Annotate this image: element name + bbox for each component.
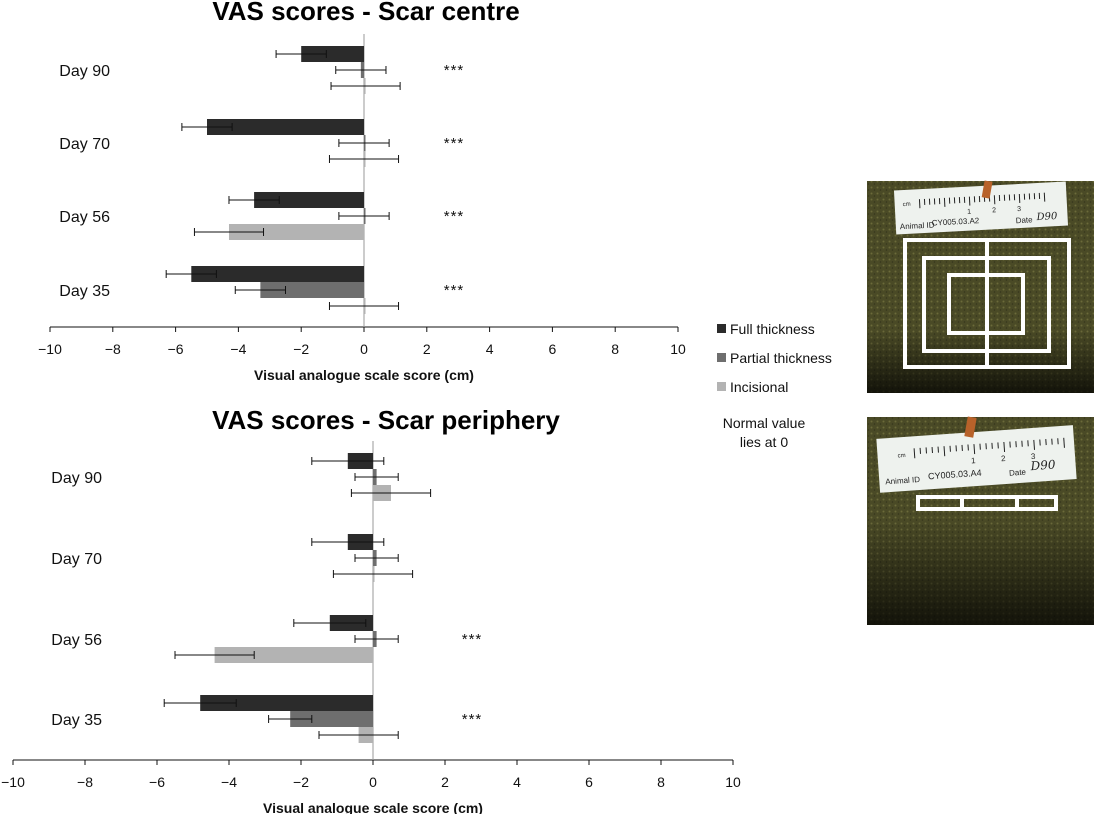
bar-partial-thickness-day-35	[290, 711, 373, 727]
ruler-number-3: 3	[1017, 206, 1021, 213]
measurement-strip	[916, 495, 1058, 511]
animal-id-value: CY005.03.A2	[931, 216, 980, 228]
bar-full-thickness-day-35	[200, 695, 373, 711]
significance-marker-day-35: ***	[462, 711, 483, 728]
category-label-day-56: Day 56	[51, 632, 102, 649]
photo-scar-centre: cm 1 2 3 Animal ID CY005.03.A2 Date D90	[867, 180, 1094, 393]
x-tick-label: 6	[549, 341, 557, 357]
x-tick-label: 0	[360, 341, 368, 357]
x-tick-label: 2	[423, 341, 431, 357]
photo-scar-periphery: cm 1 2 3 Animal ID CY005.03.A4 Date D90	[867, 416, 1094, 625]
x-tick-label: 2	[441, 774, 449, 790]
ruler-number-2: 2	[1001, 454, 1007, 463]
date-label: Date	[1015, 215, 1033, 225]
x-tick-label: 0	[369, 774, 377, 790]
chart-scar-periphery: VAS scores - Scar periphery −10 −8 −6 −4 −2 0 2…	[1, 405, 741, 814]
bar-full-thickness-day-35	[191, 266, 364, 282]
x-tick-label: 8	[657, 774, 665, 790]
x-tick-label: −10	[38, 341, 62, 357]
legend-swatch-partial-thickness	[717, 353, 726, 362]
ruler-number-1: 1	[971, 456, 977, 465]
x-tick-label: −6	[168, 341, 184, 357]
x-axis-label: Visual analogue scale score (cm)	[263, 800, 483, 814]
x-tick-label: −8	[105, 341, 121, 357]
normal-value-note-line1: Normal value	[723, 415, 806, 431]
chart-scar-centre: VAS scores - Scar centre −10 −8 −6 −4 −2 0 2 4 6 8…	[38, 0, 686, 383]
x-tick-label: 4	[513, 774, 521, 790]
x-tick-label: 10	[725, 774, 741, 790]
date-label: Date	[1009, 468, 1027, 478]
legend-swatch-full-thickness	[717, 324, 726, 333]
significance-marker-day-35: ***	[444, 282, 465, 299]
legend: Full thickness Partial thickness Incisio…	[717, 321, 832, 450]
legend-label-incisional: Incisional	[730, 379, 788, 395]
x-tick-label: −4	[230, 341, 246, 357]
x-tick-label: −2	[293, 341, 309, 357]
measurement-grid	[903, 238, 1071, 369]
chart-title: VAS scores - Scar periphery	[212, 405, 560, 435]
x-tick-label: 8	[611, 341, 619, 357]
category-label-day-90: Day 90	[51, 470, 102, 487]
category-label-day-35: Day 35	[59, 283, 110, 300]
x-tick-label: −2	[293, 774, 309, 790]
date-value: D90	[1029, 457, 1056, 473]
marker-pen	[981, 180, 993, 199]
ruler-label-card	[876, 425, 1077, 493]
category-label-day-70: Day 70	[51, 551, 102, 568]
chart-title: VAS scores - Scar centre	[212, 0, 519, 26]
marker-pen	[964, 416, 977, 438]
category-label-day-90: Day 90	[59, 63, 110, 80]
animal-id-label: Animal ID	[900, 220, 935, 231]
bar-full-thickness-day-70	[207, 119, 364, 135]
significance-marker-day-56: ***	[462, 631, 483, 648]
x-tick-label: −10	[1, 774, 25, 790]
bar-full-thickness-day-56	[254, 192, 364, 208]
legend-label-partial-thickness: Partial thickness	[730, 350, 832, 366]
x-tick-label: −6	[149, 774, 165, 790]
legend-label-full-thickness: Full thickness	[730, 321, 815, 337]
x-tick-label: 6	[585, 774, 593, 790]
x-tick-label: −4	[221, 774, 237, 790]
animal-id-value: CY005.03.A4	[928, 468, 982, 482]
category-label-day-56: Day 56	[59, 209, 110, 226]
ruler-number-3: 3	[1031, 452, 1037, 461]
category-label-day-70: Day 70	[59, 136, 110, 153]
bar-full-thickness-day-90	[301, 46, 364, 62]
x-tick-label: 10	[670, 341, 686, 357]
significance-marker-day-56: ***	[444, 208, 465, 225]
x-tick-label: −8	[77, 774, 93, 790]
ruler-number-1: 1	[967, 209, 971, 216]
ruler-unit: cm	[897, 453, 905, 460]
date-value: D90	[1035, 211, 1058, 223]
ruler-number-2: 2	[992, 207, 996, 214]
significance-marker-day-70: ***	[444, 135, 465, 152]
significance-marker-day-90: ***	[444, 62, 465, 79]
bar-partial-thickness-day-35	[260, 282, 364, 298]
category-label-day-35: Day 35	[51, 712, 102, 729]
animal-id-label: Animal ID	[885, 475, 920, 486]
x-axis-label: Visual analogue scale score (cm)	[254, 367, 474, 383]
ruler-unit: cm	[903, 202, 911, 208]
x-tick-label: 4	[486, 341, 494, 357]
legend-swatch-incisional	[717, 382, 726, 391]
normal-value-note-line2: lies at 0	[740, 434, 788, 450]
bar-incisional-day-56	[228, 224, 364, 240]
